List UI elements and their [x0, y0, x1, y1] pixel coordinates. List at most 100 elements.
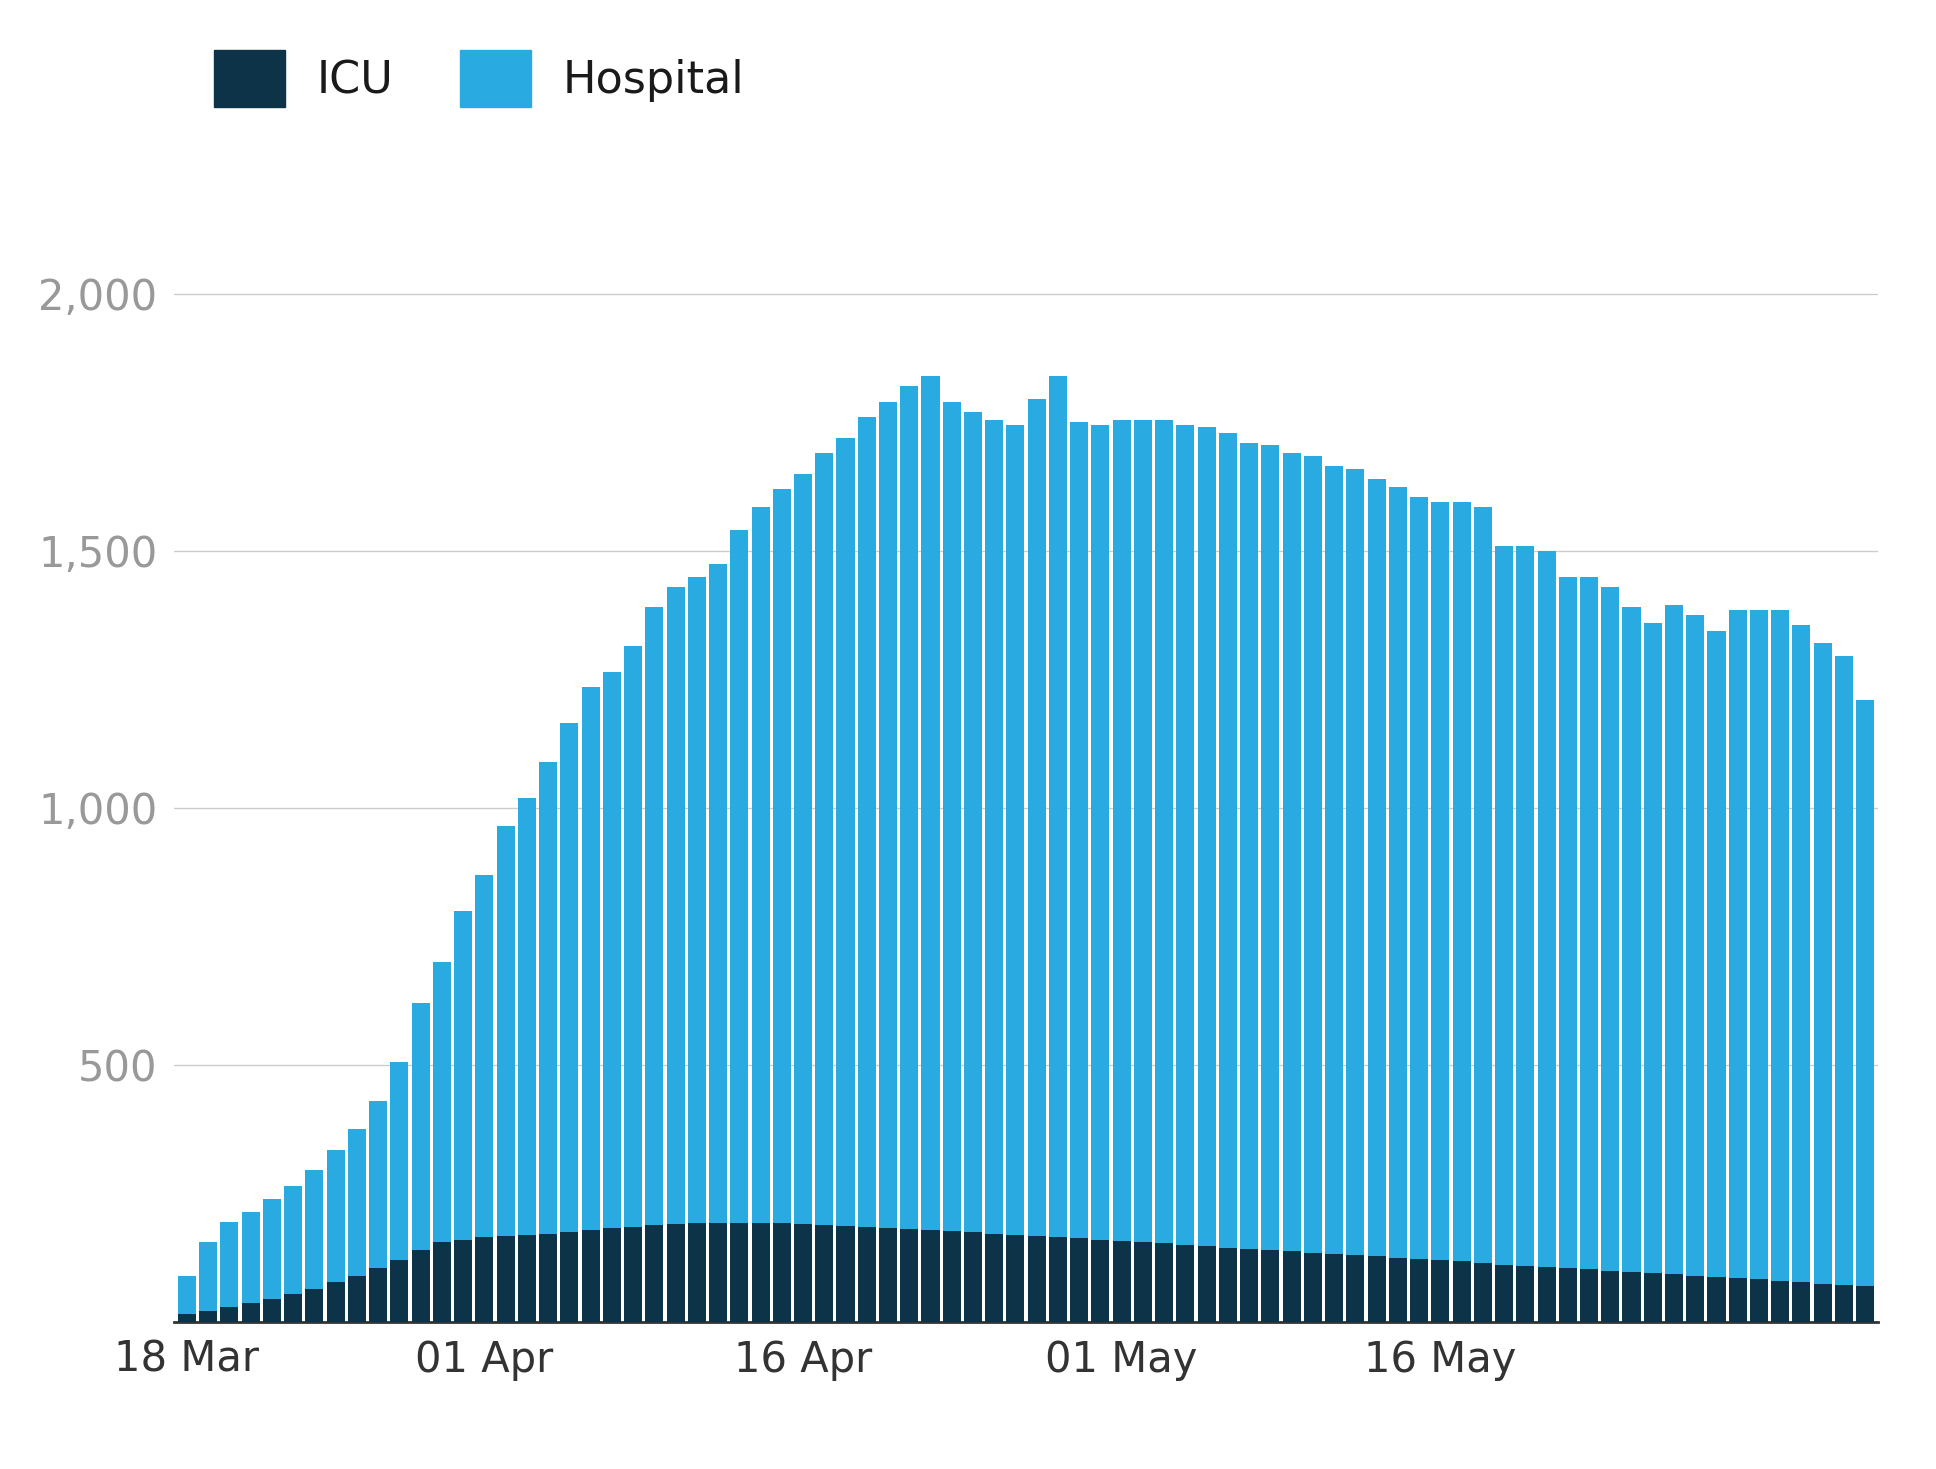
- Bar: [645, 608, 664, 1225]
- Bar: [1409, 1259, 1429, 1322]
- Bar: [1177, 425, 1195, 1246]
- Bar: [1177, 1246, 1195, 1322]
- Bar: [560, 1232, 579, 1322]
- Bar: [1686, 1275, 1704, 1322]
- Bar: [348, 1275, 366, 1322]
- Bar: [794, 1225, 811, 1322]
- Bar: [538, 762, 558, 1234]
- Bar: [772, 489, 790, 1224]
- Bar: [687, 1224, 707, 1322]
- Bar: [772, 1224, 790, 1322]
- Bar: [687, 577, 707, 1224]
- Bar: [900, 1228, 918, 1322]
- Bar: [794, 474, 811, 1225]
- Bar: [1835, 657, 1853, 1285]
- Bar: [1367, 479, 1386, 1256]
- Bar: [199, 1243, 217, 1310]
- Bar: [836, 438, 854, 1227]
- Bar: [751, 1224, 771, 1322]
- Bar: [1367, 1256, 1386, 1322]
- Bar: [1324, 466, 1344, 1255]
- Bar: [178, 1275, 196, 1315]
- Bar: [1516, 1266, 1535, 1322]
- Bar: [1665, 1274, 1682, 1322]
- Bar: [815, 1225, 832, 1322]
- Bar: [517, 798, 536, 1234]
- Bar: [985, 420, 1003, 1234]
- Bar: [306, 1171, 323, 1288]
- Bar: [455, 911, 472, 1240]
- Bar: [221, 1222, 238, 1307]
- Bar: [242, 1303, 259, 1322]
- Bar: [1750, 1279, 1768, 1322]
- Bar: [879, 403, 896, 1228]
- Bar: [1537, 551, 1555, 1266]
- Bar: [1473, 507, 1493, 1263]
- Bar: [455, 1240, 472, 1322]
- Bar: [1262, 1250, 1280, 1322]
- Bar: [1580, 577, 1597, 1269]
- Bar: [730, 530, 749, 1222]
- Bar: [1431, 1260, 1450, 1322]
- Bar: [1220, 432, 1237, 1247]
- Bar: [602, 1228, 621, 1322]
- Bar: [836, 1227, 854, 1322]
- Bar: [1771, 1281, 1789, 1322]
- Bar: [1708, 630, 1725, 1277]
- Bar: [412, 1003, 430, 1250]
- Bar: [498, 1235, 515, 1322]
- Bar: [815, 454, 832, 1225]
- Bar: [199, 1310, 217, 1322]
- Bar: [263, 1299, 281, 1322]
- Bar: [1198, 1246, 1216, 1322]
- Bar: [1516, 546, 1535, 1266]
- Bar: [623, 646, 643, 1227]
- Bar: [1220, 1247, 1237, 1322]
- Bar: [285, 1294, 302, 1322]
- Bar: [900, 386, 918, 1228]
- Bar: [242, 1212, 259, 1303]
- Bar: [1835, 1285, 1853, 1322]
- Bar: [730, 1222, 749, 1322]
- Bar: [943, 403, 960, 1231]
- Bar: [1793, 626, 1810, 1282]
- Bar: [1729, 610, 1746, 1278]
- Bar: [581, 687, 600, 1230]
- Bar: [1262, 445, 1280, 1250]
- Bar: [1814, 1284, 1831, 1322]
- Bar: [1071, 423, 1088, 1238]
- Bar: [1324, 1255, 1344, 1322]
- Bar: [1409, 497, 1429, 1259]
- Bar: [1814, 643, 1831, 1284]
- Bar: [1241, 444, 1258, 1249]
- Bar: [709, 564, 728, 1222]
- Bar: [1771, 610, 1789, 1281]
- Bar: [1558, 577, 1576, 1268]
- Bar: [560, 723, 579, 1232]
- Bar: [1644, 623, 1661, 1274]
- Bar: [666, 1225, 685, 1322]
- Bar: [1495, 546, 1514, 1265]
- Bar: [1303, 1253, 1322, 1322]
- Bar: [879, 1228, 896, 1322]
- Bar: [964, 1232, 982, 1322]
- Bar: [178, 1315, 196, 1322]
- Bar: [1537, 1266, 1555, 1322]
- Bar: [391, 1260, 408, 1322]
- Bar: [1346, 469, 1365, 1255]
- Bar: [581, 1230, 600, 1322]
- Bar: [1580, 1269, 1597, 1322]
- Bar: [623, 1227, 643, 1322]
- Bar: [263, 1199, 281, 1299]
- Bar: [1495, 1265, 1514, 1322]
- Bar: [1558, 1268, 1576, 1322]
- Bar: [1452, 502, 1471, 1262]
- Bar: [1028, 1235, 1045, 1322]
- Bar: [370, 1102, 387, 1268]
- Bar: [1092, 425, 1109, 1240]
- Bar: [1049, 376, 1067, 1237]
- Bar: [1793, 1282, 1810, 1322]
- Bar: [348, 1130, 366, 1275]
- Bar: [1665, 605, 1682, 1274]
- Bar: [858, 417, 875, 1227]
